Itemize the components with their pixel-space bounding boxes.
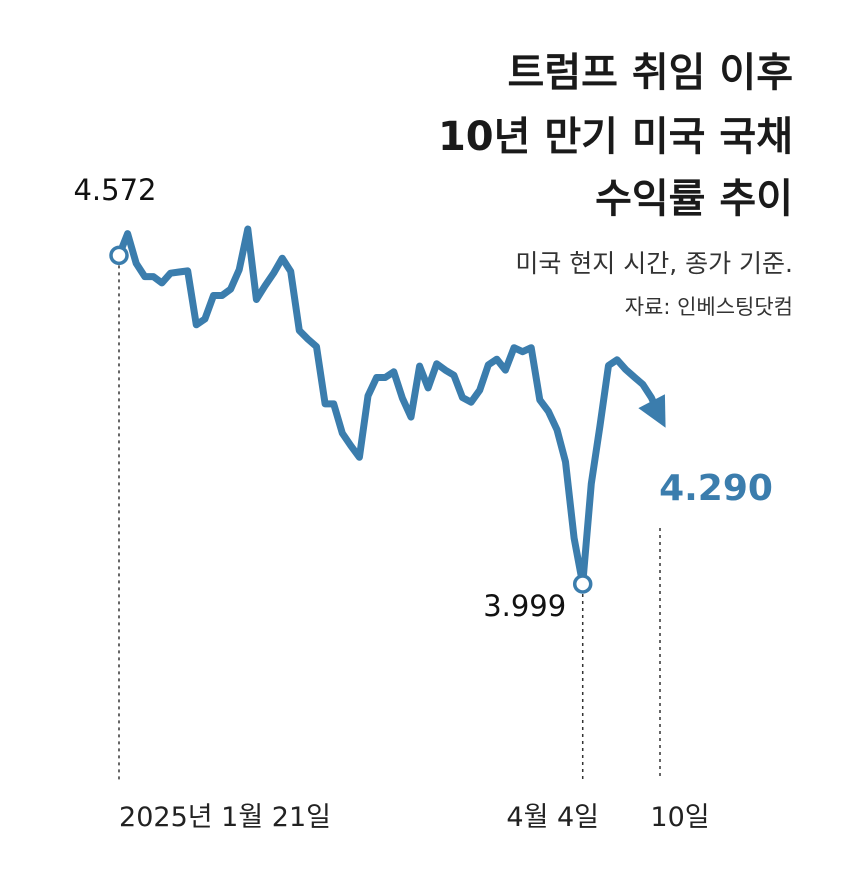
title-line-2: 10년 만기 미국 국채 — [438, 114, 793, 160]
x-tick-label-63: 10일 — [650, 802, 709, 833]
value-labels: 4.572 3.999 4.290 — [73, 173, 772, 623]
value-label-54: 3.999 — [483, 589, 566, 623]
point-marker-0 — [109, 245, 129, 266]
chart-title: 트럼프 취임 이후 10년 만기 미국 국채 수익률 추이 — [438, 50, 793, 222]
end-arrow-marker — [638, 394, 666, 428]
point-marker-54 — [572, 574, 593, 594]
value-label-63: 4.290 — [659, 468, 773, 509]
x-tick-label-0: 2025년 1월 21일 — [119, 802, 331, 833]
title-line-3: 수익률 추이 — [595, 176, 793, 222]
series-yield — [115, 225, 666, 588]
x-axis-tick-labels: 2025년 1월 21일 4월 4일 10일 — [119, 802, 710, 833]
x-tick-label-54: 4월 4일 — [506, 802, 599, 833]
title-line-1: 트럼프 취임 이후 — [508, 50, 793, 96]
yield-line — [115, 225, 664, 588]
endpoint-markers — [109, 245, 593, 594]
source-note: 자료: 인베스팅닷컴 — [625, 295, 793, 319]
guide-lines — [118, 265, 661, 780]
chart-subtitle: 미국 현지 시간, 종가 기준. — [515, 249, 793, 278]
value-label-0: 4.572 — [73, 173, 156, 207]
